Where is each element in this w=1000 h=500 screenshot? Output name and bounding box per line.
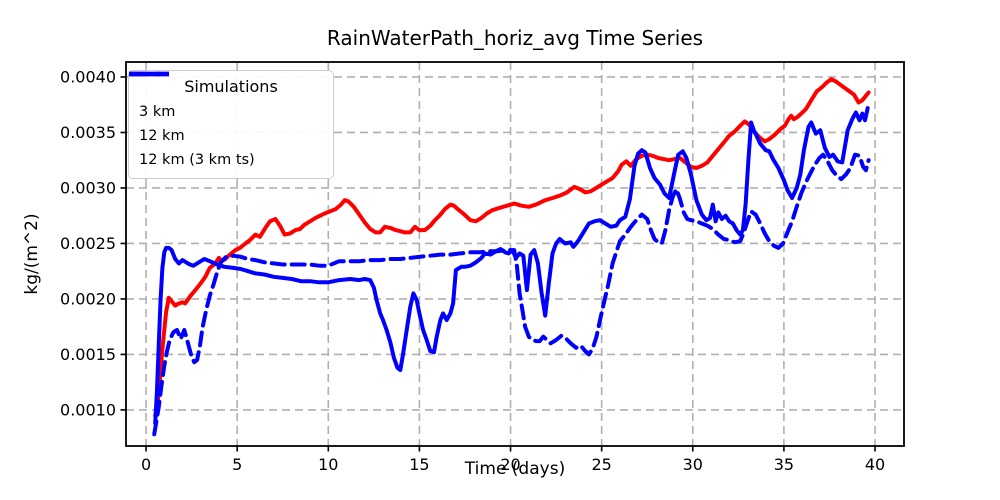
legend-label-3km: 3 km: [139, 104, 176, 120]
legend-box: Simulations 3 km 12 km 12 km (3 km ts): [128, 70, 334, 179]
y-tick-label: 0.0020: [60, 289, 116, 308]
x-tick-label: 10: [318, 455, 338, 474]
y-axis-label: kg/(m^2): [22, 213, 42, 295]
y-tick-label: 0.0015: [60, 345, 116, 364]
y-tick-label: 0.0010: [60, 400, 116, 419]
series-12-km: [153, 106, 870, 426]
legend-item-3km: 3 km: [129, 71, 333, 124]
y-tick-label: 0.0040: [60, 67, 116, 86]
legend-label-12km-3kmts: 12 km (3 km ts): [139, 152, 255, 168]
plot-frame: [125, 61, 905, 447]
x-tick-label: 0: [141, 455, 151, 474]
series-12-km-3-km-ts-: [152, 152, 871, 437]
chart-title: RainWaterPath_horiz_avg Time Series: [326, 26, 704, 50]
y-tick-label: 0.0035: [60, 123, 116, 142]
x-tick-label: 20: [500, 455, 520, 474]
legend-title: Simulations: [184, 77, 278, 96]
x-tick-label: 5: [232, 455, 242, 474]
legend-item-12km: 12 km: [129, 71, 333, 148]
x-axis-label: Time (days): [464, 459, 566, 479]
y-tick-label: 0.0030: [60, 178, 116, 197]
series-3-km: [153, 77, 871, 418]
legend-line-12km-3kmts-icon: [129, 71, 169, 77]
x-tick-label: 25: [591, 455, 611, 474]
x-tick-label: 40: [865, 455, 885, 474]
y-tick-label: 0.0025: [60, 234, 116, 253]
x-tick-label: 35: [774, 455, 794, 474]
x-tick-label: 30: [683, 455, 703, 474]
legend-label-12km: 12 km: [139, 128, 185, 144]
legend-item-12km-3kmts: 12 km (3 km ts): [129, 71, 333, 172]
x-tick-label: 15: [409, 455, 429, 474]
